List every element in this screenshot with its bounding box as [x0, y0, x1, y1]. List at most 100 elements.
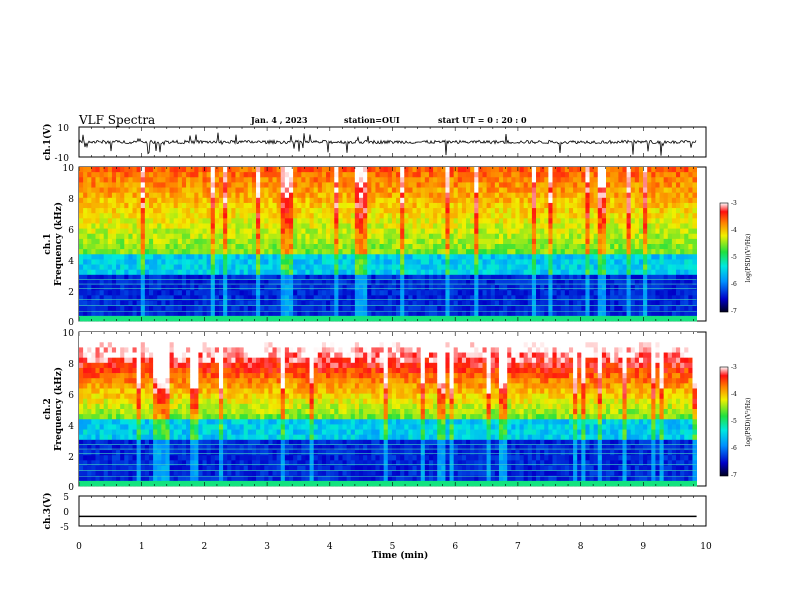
spectrogram-cell — [424, 285, 430, 291]
spectrogram-cell — [544, 238, 549, 245]
spectrogram-cell — [132, 409, 138, 415]
spectrogram-cell — [387, 202, 393, 209]
spectrogram-cell — [548, 208, 553, 214]
spectrogram-cell — [140, 182, 146, 188]
spectrogram-cell — [293, 192, 298, 199]
spectrogram-cell — [494, 167, 500, 173]
spectrogram-cell — [486, 264, 492, 271]
spectrogram-cell — [103, 233, 109, 240]
spectrogram-cell — [614, 233, 619, 240]
spectrogram-cell — [622, 254, 627, 260]
spectrogram-cell — [132, 362, 138, 369]
spectrogram-cell — [527, 279, 533, 286]
spectrogram-cell — [120, 465, 125, 471]
spectrogram-cell — [581, 197, 586, 204]
spectrogram-cell — [589, 279, 595, 286]
spectrogram-cell — [268, 259, 273, 265]
spectrogram-cell — [111, 367, 117, 374]
spectrogram-cell — [239, 269, 245, 276]
spectrogram-cell — [223, 202, 228, 209]
spectrogram-cell — [297, 249, 302, 255]
spectrogram-cell — [83, 279, 88, 286]
spectrogram-cell — [111, 259, 117, 265]
spectrogram-cell — [124, 434, 129, 441]
spectrogram-cell — [313, 274, 319, 281]
spectrogram-cell — [647, 233, 652, 240]
spectrogram-cell — [136, 315, 142, 322]
spectrogram-cell — [305, 182, 310, 188]
spectrogram-cell — [692, 208, 697, 214]
spectrogram-cell — [177, 244, 183, 250]
spectrogram-cell — [214, 202, 220, 209]
spectrogram-cell — [235, 305, 240, 312]
spectrogram-cell — [157, 213, 162, 219]
spectrogram-cell — [153, 254, 158, 260]
spectrogram-cell — [684, 269, 689, 276]
spectrogram-cell — [437, 249, 442, 255]
spectrogram-cell — [288, 285, 294, 291]
spectrogram-cell — [498, 213, 504, 219]
spectrogram-cell — [99, 295, 105, 301]
spectrogram-cell — [251, 228, 257, 235]
spectrogram-cell — [173, 310, 179, 317]
spectrogram-cell — [634, 192, 640, 199]
spectrogram-cell — [630, 213, 636, 219]
spectrogram-cell — [116, 403, 121, 410]
spectrogram-cell — [284, 233, 290, 240]
spectrogram-cell — [671, 218, 677, 224]
spectrogram-cell — [116, 218, 121, 224]
spectrogram-cell — [680, 310, 685, 317]
spectrogram-cell — [186, 187, 191, 194]
spectrogram-cell — [606, 300, 611, 306]
spectrogram-cell — [519, 228, 525, 235]
spectrogram-cell — [326, 285, 331, 291]
spectrogram-cell — [157, 290, 162, 296]
spectrogram-cell — [494, 228, 500, 235]
spectrogram-cell — [91, 244, 96, 250]
spectrogram-cell — [400, 259, 405, 265]
spectrogram-cell — [202, 274, 208, 281]
spectrogram-cell — [136, 367, 142, 374]
spectrogram-cell — [523, 290, 529, 296]
spectrogram-cell — [136, 475, 142, 482]
spectrogram-cell — [589, 259, 595, 265]
spectrogram-cell — [251, 295, 257, 301]
spectrogram-cell — [251, 177, 257, 183]
spectrogram-cell — [99, 403, 105, 410]
spectrogram-cell — [144, 269, 150, 276]
spectrogram-cell — [301, 182, 306, 188]
spectrogram-cell — [573, 238, 578, 245]
spectrogram-cell — [293, 187, 298, 194]
spectrogram-cell — [519, 259, 525, 265]
spectrogram-cell — [433, 187, 438, 194]
spectrogram-cell — [536, 285, 541, 291]
spectrogram-cell — [630, 177, 636, 183]
spectrogram-cell — [103, 279, 109, 286]
spectrogram-cell — [610, 238, 615, 245]
spectrogram-cell — [280, 315, 286, 322]
spectrogram-cell — [606, 192, 611, 199]
spectrogram-cell — [589, 269, 595, 276]
spectrogram-cell — [593, 300, 599, 306]
spectrogram-cell — [519, 305, 525, 312]
spectrogram-cell — [231, 197, 236, 204]
spectrogram-cell — [424, 315, 430, 322]
spectrogram-cell — [346, 315, 352, 322]
spectrogram-cell — [379, 233, 385, 240]
spectrogram-cell — [428, 254, 434, 260]
spectrogram-cell — [326, 244, 331, 250]
spectrogram-cell — [116, 424, 121, 430]
spectrogram-cell — [161, 300, 166, 306]
spectrogram-cell — [564, 182, 570, 188]
spectrogram-cell — [400, 233, 405, 240]
spectrogram-cell — [218, 202, 224, 209]
spectrogram-cell — [647, 300, 652, 306]
spectrogram-cell — [223, 187, 228, 194]
spectrogram-cell — [680, 254, 685, 260]
spectrogram-cell — [157, 305, 162, 312]
spectrogram-cell — [124, 274, 129, 281]
spectrogram-cell — [342, 264, 348, 271]
spectrogram-cell — [148, 249, 154, 255]
spectrogram-cell — [260, 295, 265, 301]
spectrogram-cell — [243, 187, 249, 194]
